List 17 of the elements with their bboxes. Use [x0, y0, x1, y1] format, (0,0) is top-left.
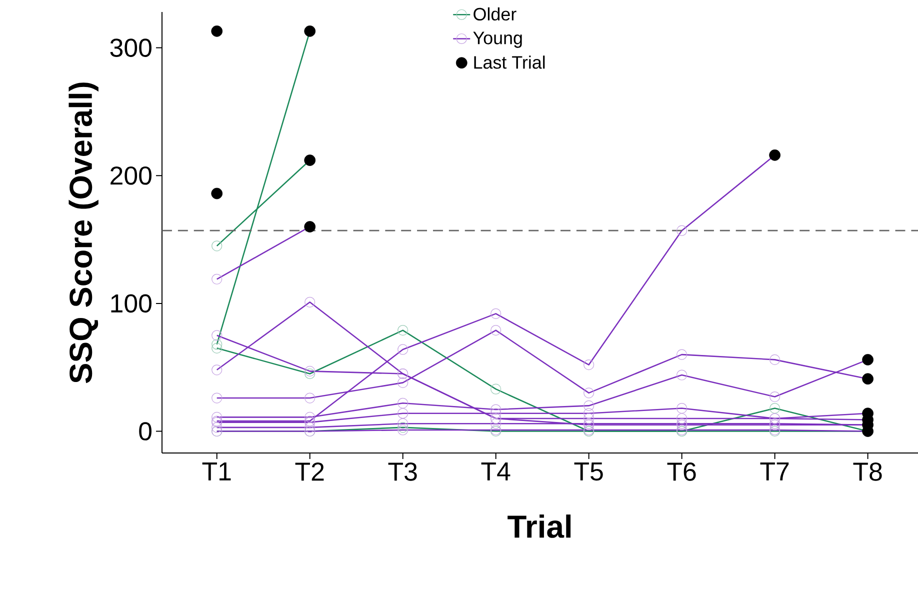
- y-tick-label: 300: [110, 38, 152, 57]
- x-tick-label: T6: [667, 462, 696, 481]
- y-axis-title: SSQ Score (Overall): [68, 82, 98, 384]
- x-tick-label: T2: [295, 462, 324, 481]
- x-axis-title: Trial: [508, 514, 571, 538]
- y-tick-label: 100: [111, 294, 152, 313]
- x-tick-label: T5: [574, 462, 603, 481]
- x-tick-label: T7: [760, 462, 789, 480]
- x-tick-label: T4: [481, 462, 510, 480]
- legend-label: Last Trial: [474, 56, 545, 69]
- legend-label: Older: [474, 7, 516, 21]
- y-tick-label: 200: [110, 166, 152, 185]
- legend-label: Young: [473, 32, 522, 48]
- y-tick-label: 0: [139, 422, 152, 440]
- x-tick-label: T8: [853, 462, 882, 481]
- x-tick-label: T3: [388, 462, 417, 481]
- x-tick-label: T1: [202, 462, 231, 480]
